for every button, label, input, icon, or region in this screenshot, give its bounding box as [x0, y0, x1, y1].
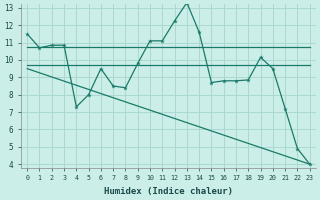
X-axis label: Humidex (Indice chaleur): Humidex (Indice chaleur): [104, 187, 233, 196]
